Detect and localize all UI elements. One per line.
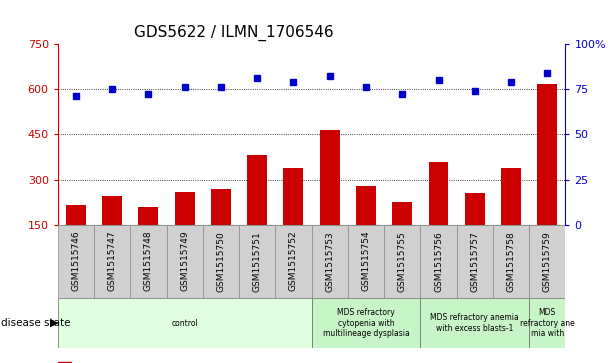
Bar xyxy=(384,225,420,298)
Text: GSM1515750: GSM1515750 xyxy=(216,231,226,291)
Bar xyxy=(94,225,130,298)
Text: GSM1515755: GSM1515755 xyxy=(398,231,407,291)
Bar xyxy=(457,225,493,298)
Text: GSM1515749: GSM1515749 xyxy=(180,231,189,291)
Bar xyxy=(537,84,558,270)
Bar xyxy=(58,362,71,363)
Text: GSM1515758: GSM1515758 xyxy=(506,231,516,291)
Bar xyxy=(501,168,521,270)
Text: GSM1515756: GSM1515756 xyxy=(434,231,443,291)
Bar xyxy=(211,189,231,270)
Text: GSM1515759: GSM1515759 xyxy=(543,231,552,291)
Bar xyxy=(247,155,267,270)
Bar xyxy=(311,225,348,298)
Bar xyxy=(239,225,275,298)
Bar xyxy=(283,168,303,270)
Bar xyxy=(139,207,159,270)
Bar xyxy=(529,225,565,298)
Bar xyxy=(429,162,449,270)
Text: GSM1515746: GSM1515746 xyxy=(71,231,80,291)
Bar xyxy=(311,298,420,348)
Bar xyxy=(420,225,457,298)
Bar xyxy=(529,298,565,348)
Bar xyxy=(66,205,86,270)
Text: disease state: disease state xyxy=(1,318,71,328)
Text: ▶: ▶ xyxy=(50,318,59,328)
Text: GSM1515752: GSM1515752 xyxy=(289,231,298,291)
Text: GSM1515754: GSM1515754 xyxy=(362,231,370,291)
Bar xyxy=(320,130,340,270)
Text: GSM1515753: GSM1515753 xyxy=(325,231,334,291)
Bar xyxy=(420,298,529,348)
Text: GSM1515747: GSM1515747 xyxy=(108,231,117,291)
Text: control: control xyxy=(171,319,198,327)
Bar xyxy=(130,225,167,298)
Text: MDS
refractory ane
mia with: MDS refractory ane mia with xyxy=(520,308,575,338)
Text: GSM1515751: GSM1515751 xyxy=(253,231,261,291)
Bar xyxy=(174,192,195,270)
Bar xyxy=(493,225,529,298)
Text: GSM1515757: GSM1515757 xyxy=(470,231,479,291)
Bar xyxy=(465,193,485,270)
Bar xyxy=(348,225,384,298)
Bar xyxy=(203,225,239,298)
Text: MDS refractory
cytopenia with
multilineage dysplasia: MDS refractory cytopenia with multilinea… xyxy=(323,308,409,338)
Bar xyxy=(58,298,311,348)
Bar xyxy=(102,196,122,270)
Bar xyxy=(275,225,311,298)
Bar xyxy=(392,203,412,270)
Text: GDS5622 / ILMN_1706546: GDS5622 / ILMN_1706546 xyxy=(134,25,334,41)
Text: GSM1515748: GSM1515748 xyxy=(144,231,153,291)
Bar xyxy=(58,225,94,298)
Text: MDS refractory anemia
with excess blasts-1: MDS refractory anemia with excess blasts… xyxy=(430,313,519,333)
Bar xyxy=(356,186,376,270)
Bar xyxy=(167,225,203,298)
